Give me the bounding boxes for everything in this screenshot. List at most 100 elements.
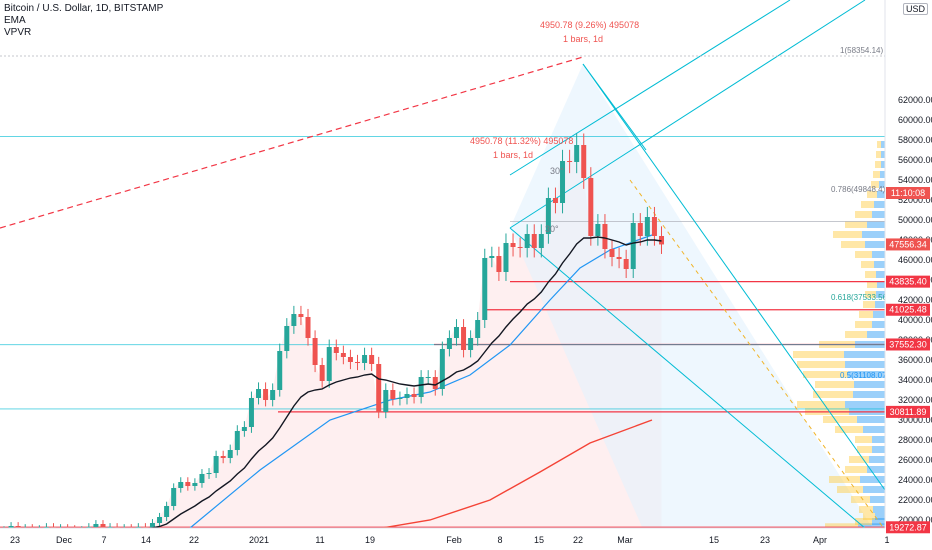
time-tick-label: 22 bbox=[573, 535, 583, 545]
time-tick-label: 8 bbox=[497, 535, 502, 545]
price-tick-label: 34000.00 bbox=[898, 375, 932, 385]
volume-profile-bar bbox=[815, 381, 854, 388]
volume-profile-bar bbox=[877, 281, 885, 288]
price-tick-label: 46000.00 bbox=[898, 255, 932, 265]
volume-profile-bar bbox=[873, 311, 885, 318]
price-label-text: 37552.30 bbox=[889, 339, 927, 349]
volume-profile-bar bbox=[881, 141, 885, 148]
candle-body bbox=[213, 456, 219, 473]
volume-profile-bar bbox=[859, 506, 873, 513]
volume-profile-bar bbox=[845, 401, 885, 408]
candle-body bbox=[552, 198, 558, 203]
candle-body bbox=[411, 394, 417, 397]
time-tick-label: Dec bbox=[56, 535, 73, 545]
candle-body bbox=[326, 347, 332, 381]
volume-profile-bar bbox=[872, 211, 885, 218]
candle-body bbox=[227, 450, 233, 458]
candle-body bbox=[574, 145, 580, 162]
candle-body bbox=[355, 362, 360, 363]
price-label-bg bbox=[886, 303, 930, 316]
candle-body bbox=[164, 506, 170, 517]
measure-label: 1 bars, 1d bbox=[563, 34, 603, 44]
currency-badge[interactable]: USD bbox=[903, 3, 929, 15]
volume-profile-bar bbox=[837, 486, 863, 493]
time-axis bbox=[0, 528, 885, 550]
candle-body bbox=[595, 224, 601, 236]
candle-body bbox=[630, 223, 636, 269]
volume-profile-bar bbox=[793, 351, 844, 358]
candle-body bbox=[616, 257, 622, 259]
volume-profile-bar bbox=[879, 181, 885, 188]
candle-body bbox=[305, 317, 311, 338]
time-tick-label: Feb bbox=[446, 535, 462, 545]
candle-body bbox=[496, 256, 502, 272]
candle-body bbox=[659, 236, 665, 245]
candle-body bbox=[418, 377, 424, 397]
volume-profile-bar bbox=[867, 221, 885, 228]
candle-body bbox=[453, 327, 459, 338]
candle-body bbox=[581, 145, 587, 178]
candle-body bbox=[369, 355, 375, 364]
candle-body bbox=[149, 523, 155, 530]
candle-body bbox=[439, 349, 445, 389]
price-tick-label: 60000.00 bbox=[898, 115, 932, 125]
volume-profile-bar bbox=[874, 201, 885, 208]
time-tick-label: 22 bbox=[189, 535, 199, 545]
candle-body bbox=[333, 347, 339, 353]
candle-body bbox=[503, 243, 509, 272]
price-label-bg bbox=[886, 338, 930, 351]
time-tick-label: Apr bbox=[813, 535, 827, 545]
volume-profile-bar bbox=[857, 446, 872, 453]
price-tick-label: 28000.00 bbox=[898, 435, 932, 445]
vpvr-indicator-label[interactable]: VPVR bbox=[4, 27, 32, 38]
dashed-trendline bbox=[0, 56, 584, 229]
price-tick-label: 62000.00 bbox=[898, 95, 932, 105]
volume-profile-bar bbox=[863, 486, 885, 493]
price-axis-label: 19272.87 bbox=[886, 521, 930, 534]
candle-body bbox=[206, 473, 212, 474]
volume-profile-bar bbox=[845, 466, 867, 473]
bar-countdown: 11:10:08 bbox=[886, 187, 930, 199]
price-label-text: 19272.87 bbox=[889, 522, 927, 532]
time-tick-label: 23 bbox=[760, 535, 770, 545]
time-tick-label: 7 bbox=[101, 535, 106, 545]
candle-body bbox=[234, 431, 240, 450]
volume-profile-bar bbox=[855, 251, 872, 258]
candle-body bbox=[425, 377, 431, 378]
candle-body bbox=[432, 377, 438, 389]
candle-body bbox=[468, 338, 474, 350]
price-tick-label: 58000.00 bbox=[898, 135, 932, 145]
fib-label: 0.618(37533.56) bbox=[831, 293, 890, 302]
candle-body bbox=[277, 351, 283, 390]
volume-profile-bar bbox=[855, 211, 872, 218]
volume-profile-bar bbox=[873, 171, 880, 178]
volume-profile-bar bbox=[845, 331, 867, 338]
volume-profile-bar bbox=[848, 371, 885, 378]
price-tick-label: 20000.00 bbox=[898, 515, 932, 525]
candle-body bbox=[461, 327, 467, 350]
price-label-text: 43835.40 bbox=[889, 277, 927, 287]
ema-50-line bbox=[189, 234, 653, 529]
measure-label: 4950.78 (9.26%) 495078 bbox=[540, 20, 639, 30]
symbol-title[interactable]: Bitcoin / U.S. Dollar, 1D, BITSTAMP bbox=[4, 3, 164, 14]
price-label-text: 47556.34 bbox=[889, 239, 927, 249]
volume-profile-bar bbox=[872, 321, 885, 328]
time-tick-label: 2021 bbox=[249, 535, 269, 545]
candle-body bbox=[602, 224, 608, 249]
ema-indicator-label[interactable]: EMA bbox=[4, 15, 26, 26]
volume-profile-bar bbox=[855, 518, 872, 525]
volume-profile-bar bbox=[867, 191, 877, 198]
angle-label: 30° bbox=[550, 166, 564, 176]
volume-profile-bar bbox=[849, 456, 869, 463]
volume-profile-bar bbox=[872, 251, 885, 258]
volume-profile-bar bbox=[829, 476, 860, 483]
price-tick-label: 50000.00 bbox=[898, 215, 932, 225]
price-tick-label: 24000.00 bbox=[898, 475, 932, 485]
volume-profile-bar bbox=[855, 321, 872, 328]
candle-body bbox=[538, 234, 544, 248]
volume-profile-bar bbox=[865, 241, 885, 248]
volume-profile-bar bbox=[875, 301, 885, 308]
candle-body bbox=[397, 398, 403, 399]
